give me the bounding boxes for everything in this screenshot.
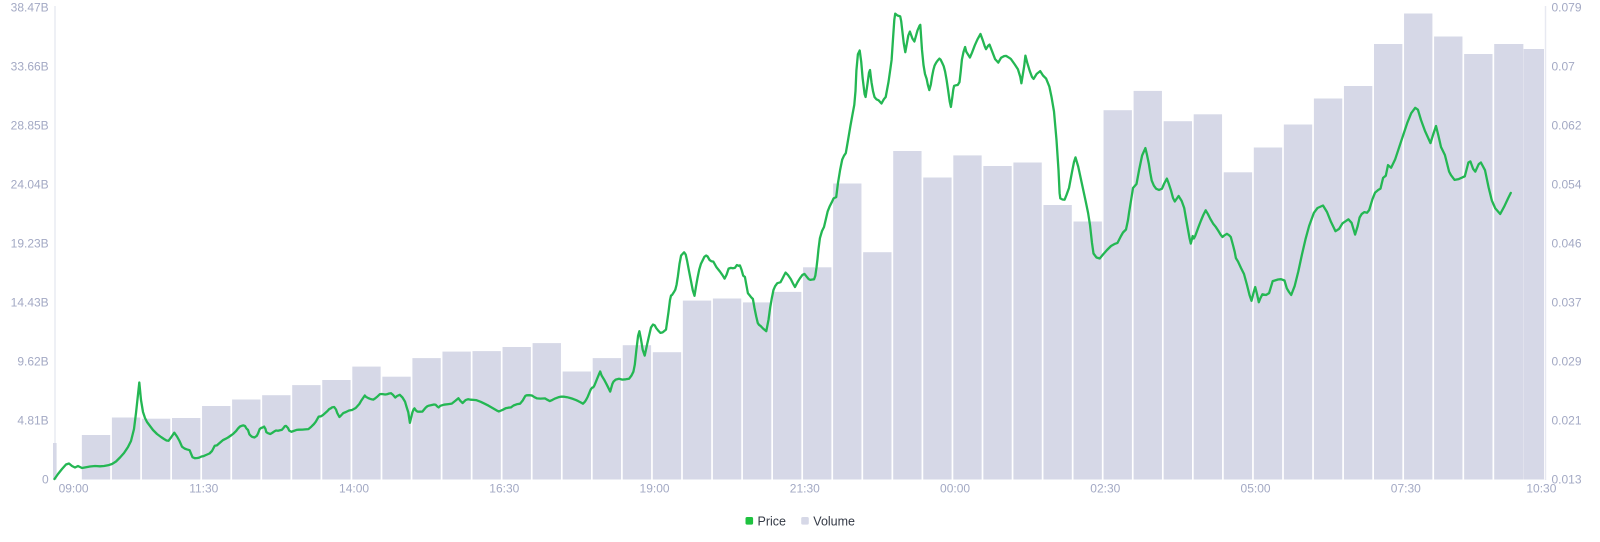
svg-text:14.43B: 14.43B	[11, 296, 49, 310]
svg-text:24.04B: 24.04B	[11, 178, 49, 192]
svg-text:33.66B: 33.66B	[11, 60, 49, 74]
svg-text:0.021: 0.021	[1552, 414, 1582, 428]
svg-text:10:30: 10:30	[1526, 482, 1556, 496]
svg-text:11:30: 11:30	[189, 482, 218, 496]
svg-text:0.046: 0.046	[1552, 237, 1582, 251]
svg-text:0: 0	[42, 473, 49, 487]
svg-text:02:30: 02:30	[1090, 482, 1120, 496]
svg-text:0.029: 0.029	[1552, 355, 1582, 369]
svg-text:05:00: 05:00	[1241, 482, 1271, 496]
svg-text:00:00: 00:00	[940, 482, 970, 496]
svg-text:0.013: 0.013	[1552, 473, 1582, 487]
svg-text:14:00: 14:00	[339, 482, 369, 496]
svg-text:0.079: 0.079	[1552, 1, 1582, 15]
svg-text:21:30: 21:30	[790, 482, 820, 496]
svg-text:0.07: 0.07	[1552, 60, 1576, 74]
svg-text:19.23B: 19.23B	[11, 237, 49, 251]
svg-text:09:00: 09:00	[59, 482, 89, 496]
svg-text:Price: Price	[758, 514, 787, 528]
svg-text:19:00: 19:00	[640, 482, 670, 496]
svg-text:4.81B: 4.81B	[17, 414, 48, 428]
svg-text:Volume: Volume	[813, 514, 855, 528]
svg-text:0.037: 0.037	[1552, 296, 1582, 310]
svg-text:07:30: 07:30	[1391, 482, 1421, 496]
svg-text:0.054: 0.054	[1552, 178, 1582, 192]
svg-text:16:30: 16:30	[489, 482, 519, 496]
svg-text:0.062: 0.062	[1552, 119, 1582, 133]
svg-text:9.62B: 9.62B	[17, 355, 48, 369]
svg-text:28.85B: 28.85B	[11, 119, 49, 133]
svg-text:38.47B: 38.47B	[11, 1, 49, 15]
